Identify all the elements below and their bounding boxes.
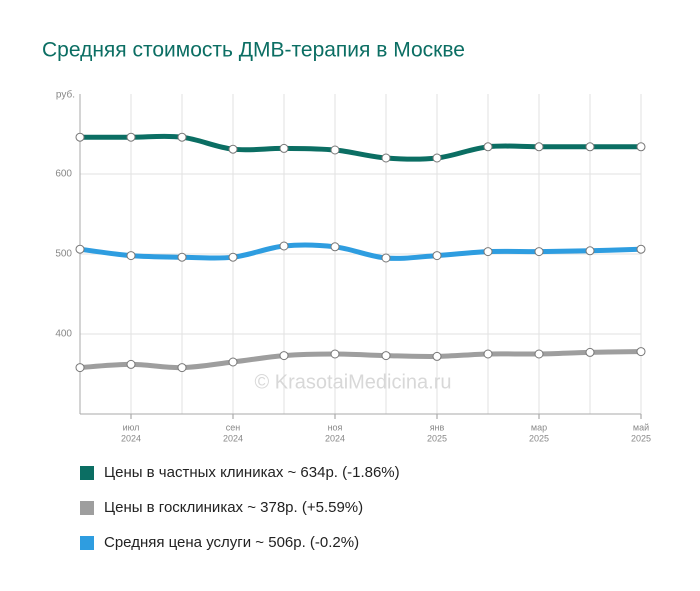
watermark: © KrasotaiMedicina.ru (254, 371, 451, 393)
data-point (126, 359, 136, 369)
data-point (483, 142, 493, 152)
data-point (432, 251, 442, 261)
data-point (636, 347, 646, 357)
x-tick-label: янв (430, 422, 445, 432)
data-point (126, 251, 136, 261)
chart-title: Средняя стоимость ДМВ-терапия в Москве (42, 39, 465, 62)
legend-label: Цены в частных клиниках ~ 634р. (-1.86%) (104, 464, 400, 481)
data-point (228, 357, 238, 367)
data-point (75, 132, 85, 142)
data-point (279, 351, 289, 361)
data-point (75, 363, 85, 373)
x-tick-label: май (633, 422, 649, 432)
data-point (279, 143, 289, 153)
legend-label: Цены в госклиниках ~ 378р. (+5.59%) (104, 499, 363, 516)
x-tick-label: сен (226, 422, 241, 432)
series-line (77, 349, 644, 371)
legend-label: Средняя цена услуги ~ 506р. (-0.2%) (104, 534, 359, 551)
data-point (483, 247, 493, 257)
legend-swatch (80, 501, 94, 515)
data-point (228, 252, 238, 262)
y-axis-label: руб. (56, 89, 75, 101)
data-point (228, 144, 238, 154)
series-line (77, 242, 644, 261)
x-tick-label: ноя (328, 422, 343, 432)
data-point (330, 145, 340, 155)
y-tick-label: 500 (55, 249, 72, 260)
data-point (636, 244, 646, 254)
x-tick-label: мар (531, 422, 547, 432)
data-point (75, 244, 85, 254)
data-point (330, 349, 340, 359)
x-tick-label: июл (123, 422, 140, 432)
data-point (534, 247, 544, 257)
data-point (534, 349, 544, 359)
data-point (585, 246, 595, 256)
x-tick-year: 2024 (325, 433, 345, 443)
data-point (177, 252, 187, 262)
data-point (381, 351, 391, 361)
y-tick-label: 400 (55, 329, 72, 340)
data-point (279, 241, 289, 251)
x-tick-year: 2025 (529, 433, 549, 443)
legend-swatch (80, 536, 94, 550)
x-tick-year: 2024 (121, 433, 141, 443)
data-point (126, 132, 136, 142)
data-point (534, 142, 544, 152)
data-point (177, 132, 187, 142)
data-point (381, 253, 391, 263)
data-point (585, 347, 595, 357)
y-tick-label: 600 (55, 169, 72, 180)
x-tick-year: 2025 (631, 433, 651, 443)
data-point (432, 351, 442, 361)
series-line (77, 133, 644, 162)
data-point (330, 242, 340, 252)
data-point (177, 363, 187, 373)
data-point (432, 153, 442, 163)
x-tick-year: 2025 (427, 433, 447, 443)
data-point (483, 349, 493, 359)
data-point (585, 142, 595, 152)
legend-swatch (80, 466, 94, 480)
data-point (381, 153, 391, 163)
x-tick-year: 2024 (223, 433, 243, 443)
data-point (636, 142, 646, 152)
